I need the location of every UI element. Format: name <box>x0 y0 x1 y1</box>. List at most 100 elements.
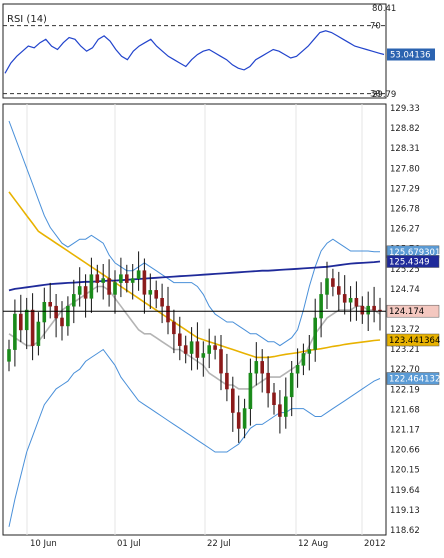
candle-body <box>30 309 35 346</box>
price-y-tick-label: 123.72 <box>390 325 420 335</box>
candle-body <box>95 274 100 283</box>
value-tag-label: 123.441364 <box>389 336 440 346</box>
candle-body <box>36 321 41 346</box>
x-tick-label: 2012 <box>364 539 386 549</box>
price-y-tick-label: 127.29 <box>390 184 420 194</box>
short-moving-average-line <box>8 285 381 390</box>
value-tag-label: 125.4349 <box>389 258 430 268</box>
value-tag-box <box>386 304 440 318</box>
candle-body <box>225 372 229 390</box>
candle-body <box>89 274 94 299</box>
x-axis: 10 Jun 01 Jul 22 Jul 12 Aug 2012 <box>30 539 386 549</box>
candle-body <box>319 294 323 319</box>
candle-body <box>372 305 376 311</box>
price-y-tick-label: 120.66 <box>390 446 420 456</box>
price-y-tick-label: 128.31 <box>390 144 420 154</box>
candle-body <box>295 364 300 374</box>
value-tag-box <box>386 255 440 268</box>
candle-body <box>54 305 58 319</box>
price-y-tick-label: 122.19 <box>390 385 420 395</box>
price-y-tick-label: 123.21 <box>390 345 420 355</box>
rsi-current-tag-box <box>387 48 435 61</box>
candle-body <box>313 317 318 350</box>
price-y-tick-label: 126.27 <box>390 225 420 235</box>
long-moving-average-line <box>8 260 381 292</box>
candle-body <box>178 333 182 346</box>
candle-body <box>331 278 335 287</box>
candle-body <box>195 341 200 358</box>
candlesticks <box>7 251 382 443</box>
price-y-tick-label: 121.17 <box>390 426 420 436</box>
candle-body <box>336 286 341 295</box>
candle-body <box>342 294 347 303</box>
candle-body <box>254 361 259 374</box>
value-tag-box <box>386 333 440 347</box>
indicator-lines <box>8 120 381 527</box>
candle-body <box>207 345 211 354</box>
value-tag-label: 125.679301 <box>389 248 440 258</box>
price-y-tick-label: 128.82 <box>390 124 420 134</box>
candle-body <box>142 270 147 295</box>
candle-body <box>119 274 123 283</box>
price-y-tick-label: 124.74 <box>390 285 420 295</box>
price-y-tick-label: 126.78 <box>390 205 420 215</box>
candle-body <box>325 278 329 295</box>
candle-body <box>77 286 82 295</box>
candle-body <box>72 294 76 307</box>
candle-body <box>18 313 23 331</box>
candle-body <box>48 301 53 307</box>
price-y-tick-label: 122.70 <box>390 365 420 375</box>
rsi-current-tag-label: 53.04136 <box>390 51 431 61</box>
candle-body <box>360 305 365 315</box>
candle-body <box>101 278 105 283</box>
value-tag-label: 122.464132 <box>389 375 440 385</box>
candle-body <box>366 305 371 315</box>
price-y-tick-label: 120.15 <box>390 466 420 476</box>
candle-body <box>7 349 11 362</box>
rsi-y-tick-label: 80.41 <box>372 4 396 14</box>
candle-body <box>60 317 64 327</box>
rsi-plot-frame <box>2 3 387 99</box>
candle-body <box>160 297 164 307</box>
candle-body <box>231 388 235 413</box>
candle-body <box>213 345 217 350</box>
candle-body <box>130 278 135 283</box>
rsi-y-tick-label: 30 <box>370 90 381 100</box>
candle-body <box>236 412 241 429</box>
lower-bollinger-band-line <box>8 348 381 527</box>
price-y-tick-label: 119.13 <box>390 506 420 516</box>
candle-body <box>136 270 141 279</box>
candle-body <box>148 290 153 295</box>
price-y-tick-label: 127.80 <box>390 164 420 174</box>
candle-body <box>13 313 17 350</box>
candle-body <box>278 404 282 417</box>
candle-body <box>348 297 353 303</box>
candle-body <box>172 321 176 335</box>
candle-body <box>283 396 288 417</box>
price-panel: 129.33 128.82 128.31 127.80 127.29 126.78 126.… <box>2 103 440 536</box>
candle-body <box>307 349 312 354</box>
candle-body <box>125 274 129 283</box>
candle-body <box>66 305 70 327</box>
price-y-tick-label: 121.68 <box>390 405 420 415</box>
candle-body <box>354 297 359 307</box>
value-tag-box <box>386 372 440 385</box>
candle-body <box>166 305 170 323</box>
candle-body <box>301 353 306 366</box>
x-tick-label: 22 Jul <box>207 539 231 549</box>
candle-body <box>266 372 270 394</box>
price-y-tick-label: 125.25 <box>390 265 420 275</box>
candle-body <box>107 278 111 295</box>
rsi-line <box>4 30 385 74</box>
x-tick-label: 01 Jul <box>117 539 141 549</box>
candle-body <box>242 408 247 429</box>
candle-body <box>183 345 188 354</box>
x-tick-label: 10 Jun <box>30 539 57 549</box>
price-y-tick-label: 118.62 <box>390 526 420 536</box>
rsi-y-tick-label: 70 <box>370 22 381 32</box>
candle-body <box>289 372 294 398</box>
